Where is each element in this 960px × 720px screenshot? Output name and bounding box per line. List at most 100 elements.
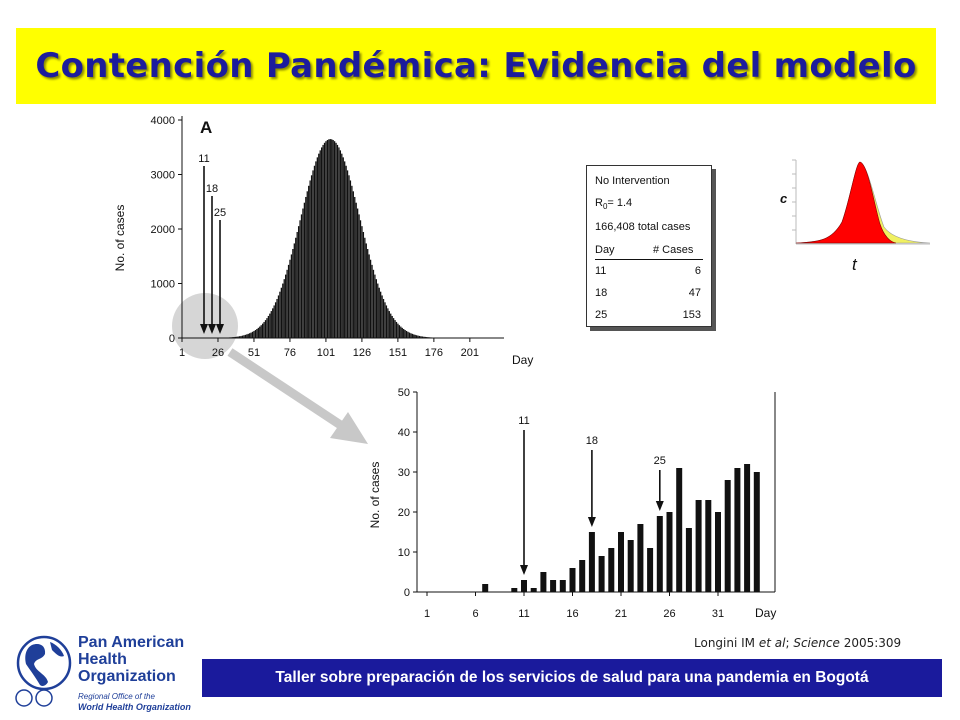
logo-sub2: World Health Organization	[78, 702, 191, 712]
chart-b-bar	[705, 500, 712, 592]
chart-b-x-tick-label: 1	[424, 608, 430, 620]
chart-a-bar	[285, 274, 287, 338]
chart-a-bar	[323, 142, 326, 338]
chart-b-bar	[618, 532, 624, 592]
chart-a-bar	[264, 320, 267, 338]
chart-a-bar	[331, 139, 333, 338]
chart-a-bar	[407, 331, 409, 338]
chart-a-bar	[380, 291, 382, 338]
globe-icon	[15, 635, 72, 707]
chart-a-bar	[356, 208, 359, 338]
chart-a-annotation-arrowhead	[200, 324, 208, 334]
chart-a-bar	[241, 335, 244, 338]
chart-a-bar	[378, 287, 380, 338]
chart-a-bar	[336, 144, 339, 338]
info-col-cases: # Cases	[653, 244, 694, 256]
chart-a-bar	[359, 220, 362, 338]
chart-a-bar	[349, 180, 352, 338]
chart-b-bar	[588, 532, 595, 592]
chart-a-bar	[308, 185, 310, 338]
chart-a-bar	[266, 318, 268, 338]
chart-a-bar	[269, 313, 271, 338]
chart-a-bar	[344, 161, 346, 338]
chart-a-bar	[410, 333, 412, 338]
chart-a-annotation-arrowhead	[216, 324, 224, 334]
chart-a-bar	[375, 279, 377, 338]
chart-a-bar	[381, 295, 383, 338]
chart-a-bar	[244, 334, 247, 338]
chart-a-bar	[254, 330, 257, 338]
citation-journal: Science	[793, 636, 840, 650]
citation-etal: et al	[758, 636, 786, 650]
chart-a-bar	[377, 283, 379, 338]
chart-a-bar	[243, 335, 245, 338]
chart-b-annotations: 11 18 25	[518, 415, 666, 575]
chart-b-bar	[637, 524, 644, 592]
chart-a-bar	[329, 139, 331, 338]
chart-a-bar	[348, 175, 350, 338]
chart-b-y-tick-label: 40	[398, 427, 410, 439]
chart-a-bar	[280, 287, 283, 338]
chart-a-bar	[277, 295, 280, 338]
chart-b-bar	[511, 588, 518, 592]
chart-a-bar	[267, 315, 270, 338]
chart-a-bar	[270, 311, 272, 338]
chart-b-y-tick-label: 50	[398, 387, 410, 399]
citation-sep: ;	[785, 636, 790, 650]
chart-a-bar	[292, 248, 294, 338]
chart-b-bar	[579, 560, 586, 592]
chart-a-bar	[326, 140, 329, 338]
chart-a-bar	[418, 335, 421, 338]
chart-a-bar	[279, 291, 281, 338]
citation-ref: 2005:309	[843, 636, 902, 650]
chart-a-bar	[282, 283, 284, 338]
chart-a-bar	[236, 336, 238, 338]
chart-a-bar	[362, 231, 365, 338]
chart-b-bar	[482, 584, 489, 592]
chart-a-x-tick-label: 201	[461, 347, 479, 359]
mini-ylabel: c	[780, 191, 788, 206]
chart-a-bar	[413, 334, 415, 338]
chart-b-bar	[695, 500, 702, 592]
chart-a-bar	[364, 237, 366, 338]
chart-a-bar	[256, 328, 258, 338]
chart-a-bar	[421, 336, 424, 338]
chart-a-bar	[306, 191, 308, 338]
chart-b-y-tick-label: 30	[398, 467, 410, 479]
chart-a-bar	[253, 330, 255, 338]
chart-a-bar	[325, 141, 327, 338]
chart-b-annotation-label: 25	[654, 455, 666, 467]
chart-b-bar	[685, 528, 692, 592]
chart-b-x-tick-label: 26	[663, 608, 675, 620]
chart-a-bar	[417, 335, 419, 338]
chart-a-bar	[338, 147, 340, 338]
chart-a-bar	[293, 243, 295, 338]
chart-b-x-tick-label: 11	[518, 608, 529, 620]
chart-a-bar	[297, 226, 300, 338]
chart-b-bar	[656, 516, 663, 592]
chart-a-annotation-label: 18	[206, 183, 218, 195]
chart-a-bar	[249, 333, 251, 338]
chart-b-bar	[540, 572, 547, 592]
chart-a-y-tick-label: 2000	[151, 224, 175, 236]
chart-a-bar	[312, 170, 314, 338]
chart-a-bar	[371, 264, 373, 338]
chart-b-bar	[608, 548, 615, 592]
chart-a-bar	[234, 336, 236, 338]
chart-a-bar	[246, 334, 248, 338]
chart-b-annotation-arrowhead	[655, 501, 664, 511]
chart-a-bar	[368, 254, 370, 338]
chart-b-bar	[734, 468, 741, 592]
mini-grid	[792, 159, 930, 245]
chart-a-bar	[397, 323, 399, 338]
info-row-cases: 6	[694, 265, 701, 277]
chart-a-bar	[367, 248, 369, 338]
chart-a-bar	[395, 321, 398, 338]
chart-a-bar	[342, 157, 344, 338]
chart-a-x-tick-label: 26	[212, 347, 224, 359]
chart-b-bar	[715, 512, 721, 592]
chart-a-bars	[224, 139, 437, 338]
info-r0-sub: 0	[602, 202, 608, 212]
info-row-day: 11	[595, 265, 607, 277]
